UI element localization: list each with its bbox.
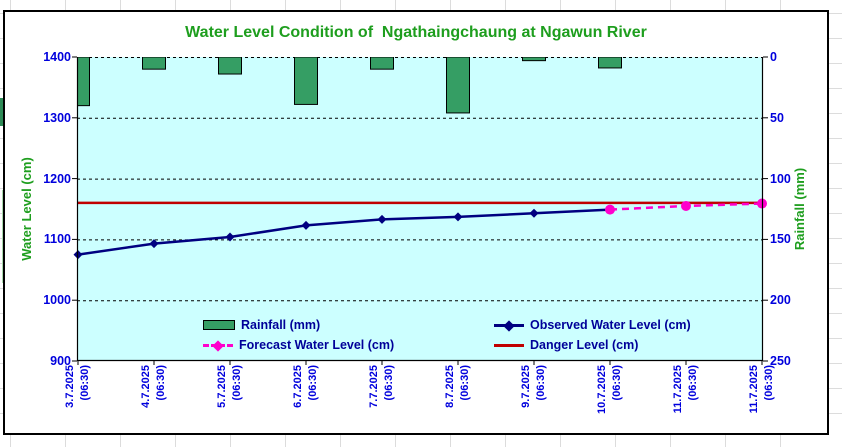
legend-item: Observed Water Level (cm) <box>494 317 691 333</box>
rainfall-bar <box>446 57 470 114</box>
x-axis-label-time: (06:30) <box>763 365 775 401</box>
legend-label: Observed Water Level (cm) <box>530 318 691 332</box>
chart-area[interactable]: Water Level Condition of Ngathaingchaung… <box>3 10 829 435</box>
legend-label: Rainfall (mm) <box>241 318 321 332</box>
x-axis-label-date: 5.7.2025 <box>216 365 228 408</box>
x-axis-label-time: (06:30) <box>687 365 699 401</box>
x-axis-label-date: 7.7.2025 <box>368 365 380 408</box>
legend-item: Danger Level (cm) <box>494 337 638 353</box>
right-axis-title: Rainfall (mm) <box>792 167 807 251</box>
plot-svg <box>72 56 768 365</box>
rainfall-bar <box>218 57 242 75</box>
left-axis-tick-label: 1400 <box>43 50 71 64</box>
right-axis-tick-label: 200 <box>770 293 791 308</box>
legend-label: Danger Level (cm) <box>530 338 639 352</box>
plot-area: Rainfall (mm) Forecast Water Level (cm) Ob… <box>72 56 768 365</box>
x-axis-label: 9.7.2025 (06:30) <box>519 365 549 433</box>
legend-item: Forecast Water Level (cm) <box>203 337 394 353</box>
rainfall-bar <box>142 57 166 70</box>
left-axis-tick-label: 1200 <box>43 171 71 186</box>
left-axis-tick-label: 900 <box>50 354 71 368</box>
left-axis-tick-label: 1300 <box>43 110 71 125</box>
legend-swatch-bar <box>203 320 235 330</box>
diamond-marker <box>225 232 235 242</box>
rainfall-bar <box>294 57 318 105</box>
legend-swatch-diamond-marker <box>503 319 515 332</box>
diamond-marker <box>377 214 387 224</box>
sheet-green-border-segment <box>0 98 3 126</box>
left-axis-title: Water Level (cm) <box>19 157 34 261</box>
x-axis-label-date: 11.7.2025 <box>748 365 760 414</box>
legend-swatch-line <box>203 339 233 352</box>
x-axis-label: 7.7.2025 (06:30) <box>367 365 397 433</box>
x-axis-label: 4.7.2025 (06:30) <box>139 365 169 433</box>
legend-swatch-line <box>494 343 524 347</box>
chart-title: Water Level Condition of Ngathaingchaung… <box>185 24 647 41</box>
x-axis-label-date: 6.7.2025 <box>292 365 304 408</box>
x-axis-label-time: (06:30) <box>155 365 167 401</box>
circle-marker <box>681 200 691 211</box>
right-axis-tick-label: 50 <box>770 110 784 125</box>
legend-label: Forecast Water Level (cm) <box>239 338 395 352</box>
x-axis-label-date: 10.7.2025 <box>596 365 608 414</box>
x-axis-label: 3.7.2025 (06:30) <box>63 365 93 433</box>
left-axis-tick-label: 1000 <box>43 293 71 308</box>
x-axis-label-time: (06:30) <box>79 365 91 401</box>
observed-line <box>77 208 611 256</box>
right-axis-tick-label: 0 <box>770 50 777 64</box>
legend-item: Rainfall (mm) <box>203 317 320 333</box>
x-axis-label: 6.7.2025 (06:30) <box>291 365 321 433</box>
x-axis-label-time: (06:30) <box>307 365 319 401</box>
x-axis-label-date: 9.7.2025 <box>520 365 532 408</box>
legend-swatch-diamond-marker <box>212 339 224 352</box>
x-axis-label: 11.7.2025 (06:30) <box>747 365 777 433</box>
x-axis-label-time: (06:30) <box>535 365 547 401</box>
rainfall-bar <box>522 57 546 62</box>
right-axis-tick-label: 250 <box>770 354 791 368</box>
circle-marker <box>605 204 615 215</box>
left-axis-tick-label: 1100 <box>43 232 71 247</box>
rainfall-bar <box>370 57 394 70</box>
diamond-marker <box>149 239 159 249</box>
x-axis-label: 10.7.2025 (06:30) <box>595 365 625 433</box>
x-axis-label-time: (06:30) <box>611 365 623 401</box>
diamond-marker <box>453 212 463 222</box>
right-axis-tick-label: 150 <box>770 232 791 247</box>
x-axis-label-time: (06:30) <box>231 365 243 401</box>
x-axis-label-date: 11.7.2025 <box>672 365 684 414</box>
diamond-marker <box>301 220 311 230</box>
x-axis-label-date: 8.7.2025 <box>444 365 456 408</box>
sheet-green-border-segment-light <box>2 190 3 283</box>
x-axis-label: 8.7.2025 (06:30) <box>443 365 473 433</box>
diamond-marker <box>529 208 539 218</box>
x-axis-label: 11.7.2025 (06:30) <box>671 365 701 433</box>
right-axis-tick-label: 100 <box>770 171 791 186</box>
x-axis-label: 5.7.2025 (06:30) <box>215 365 245 433</box>
x-axis-label-time: (06:30) <box>459 365 471 401</box>
rainfall-bar <box>598 57 622 69</box>
legend-swatch-line <box>494 319 524 332</box>
x-axis-label-time: (06:30) <box>383 365 395 401</box>
x-axis-label-date: 3.7.2025 <box>64 365 76 408</box>
x-axis-label-date: 4.7.2025 <box>140 365 152 408</box>
